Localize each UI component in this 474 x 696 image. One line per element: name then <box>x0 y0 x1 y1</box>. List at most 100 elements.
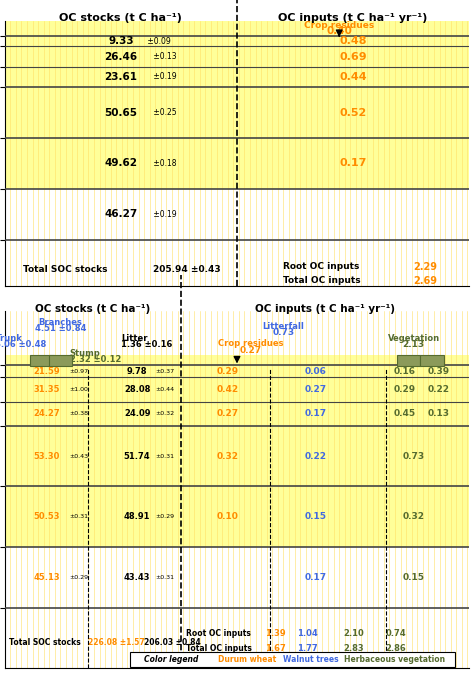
FancyBboxPatch shape <box>397 356 420 366</box>
Text: 2.32 ±0.12: 2.32 ±0.12 <box>70 354 121 363</box>
Text: 0.15: 0.15 <box>305 512 327 521</box>
Text: 50.53: 50.53 <box>33 512 60 521</box>
Text: ±0.29: ±0.29 <box>155 514 175 519</box>
Text: 206.03 ±0.84: 206.03 ±0.84 <box>144 638 201 647</box>
Text: 24.09: 24.09 <box>124 409 150 418</box>
Text: 0.29: 0.29 <box>393 385 415 394</box>
FancyBboxPatch shape <box>49 356 72 366</box>
Text: 2.86: 2.86 <box>386 644 406 653</box>
Text: 9.78: 9.78 <box>127 367 147 376</box>
Text: ±0.37: ±0.37 <box>155 369 175 374</box>
Text: 24.27: 24.27 <box>33 409 60 418</box>
Text: 49.62: 49.62 <box>104 159 137 168</box>
Text: ±0.97: ±0.97 <box>70 369 89 374</box>
Text: 6.06 ±0.48: 6.06 ±0.48 <box>0 340 47 349</box>
Text: ±0.09: ±0.09 <box>145 37 171 46</box>
Text: 28.08: 28.08 <box>124 385 150 394</box>
Text: OC stocks (t C ha⁻¹): OC stocks (t C ha⁻¹) <box>59 13 182 23</box>
Text: ±0.31: ±0.31 <box>155 575 175 580</box>
Text: 205.94 ±0.43: 205.94 ±0.43 <box>154 265 221 274</box>
Text: 0.74: 0.74 <box>386 629 406 638</box>
Text: 0.48: 0.48 <box>339 36 367 46</box>
Text: Color legend: Color legend <box>144 655 199 664</box>
Text: 0.73: 0.73 <box>402 452 425 461</box>
Text: 0.17: 0.17 <box>305 573 327 582</box>
Text: 0.29: 0.29 <box>217 367 239 376</box>
Text: 0.32: 0.32 <box>217 452 239 461</box>
Text: 26.46: 26.46 <box>104 52 137 61</box>
Text: 0.45: 0.45 <box>393 409 415 418</box>
Text: 0.22: 0.22 <box>428 385 450 394</box>
Text: 0.10: 0.10 <box>217 512 238 521</box>
Text: 0.42: 0.42 <box>217 385 239 394</box>
Text: 1.77: 1.77 <box>297 644 318 653</box>
Text: 0.16: 0.16 <box>393 367 415 376</box>
Text: Branches: Branches <box>38 318 82 327</box>
Text: ±0.38: ±0.38 <box>70 411 89 416</box>
Text: Crop residues: Crop residues <box>304 22 374 31</box>
Text: ±0.31: ±0.31 <box>70 514 89 519</box>
Text: 0.52: 0.52 <box>339 108 367 118</box>
FancyBboxPatch shape <box>130 652 456 667</box>
Text: 0.40: 0.40 <box>326 26 352 36</box>
Text: 9.33: 9.33 <box>108 36 134 46</box>
Text: 0.22: 0.22 <box>305 452 327 461</box>
Text: Root OC inputs: Root OC inputs <box>283 262 360 271</box>
Text: Walnut trees: Walnut trees <box>283 655 339 664</box>
Text: 0.13: 0.13 <box>428 409 450 418</box>
Text: 0.15: 0.15 <box>402 573 425 582</box>
Text: 1.36 ±0.16: 1.36 ±0.16 <box>121 340 172 349</box>
Text: 53.30: 53.30 <box>33 452 60 461</box>
Text: 2.69: 2.69 <box>413 276 438 285</box>
FancyBboxPatch shape <box>5 356 469 547</box>
Text: 43.43: 43.43 <box>124 573 150 582</box>
Text: 1.04: 1.04 <box>297 629 318 638</box>
Text: ±0.29: ±0.29 <box>70 575 89 580</box>
Text: 0.39: 0.39 <box>428 367 450 376</box>
Text: 1.39: 1.39 <box>265 629 285 638</box>
Text: Litterfall: Litterfall <box>263 322 304 331</box>
Text: 2.13: 2.13 <box>402 340 425 349</box>
Text: 31.35: 31.35 <box>33 385 60 394</box>
Text: ±0.31: ±0.31 <box>155 454 175 459</box>
Text: ±0.19: ±0.19 <box>151 210 177 219</box>
Text: ±0.43: ±0.43 <box>70 454 89 459</box>
Text: 0.06: 0.06 <box>305 367 327 376</box>
Text: Durum wheat: Durum wheat <box>219 655 277 664</box>
Text: 0.27: 0.27 <box>240 346 262 355</box>
Text: 45.13: 45.13 <box>33 573 60 582</box>
Text: OC inputs (t C ha⁻¹ yr⁻¹): OC inputs (t C ha⁻¹ yr⁻¹) <box>255 304 395 315</box>
Text: 0.17: 0.17 <box>305 409 327 418</box>
Text: 226.08 ±1.57: 226.08 ±1.57 <box>88 638 145 647</box>
Text: 50.65: 50.65 <box>104 108 137 118</box>
Text: 51.74: 51.74 <box>124 452 150 461</box>
Text: Total SOC stocks: Total SOC stocks <box>23 265 108 274</box>
Text: Total OC inputs: Total OC inputs <box>283 276 361 285</box>
Text: 48.91: 48.91 <box>124 512 150 521</box>
Text: ±0.19: ±0.19 <box>151 72 177 81</box>
Text: Vegetation: Vegetation <box>387 334 439 343</box>
Text: 21.59: 21.59 <box>33 367 60 376</box>
Text: Litter: Litter <box>121 334 147 343</box>
Text: 0.17: 0.17 <box>339 159 367 168</box>
Text: 0.44: 0.44 <box>339 72 367 82</box>
Text: 2.83: 2.83 <box>344 644 365 653</box>
Text: 46.27: 46.27 <box>104 209 137 219</box>
Text: 0.32: 0.32 <box>402 512 425 521</box>
Text: 0.27: 0.27 <box>305 385 327 394</box>
Text: ±0.25: ±0.25 <box>151 108 177 117</box>
Text: OC inputs (t C ha⁻¹ yr⁻¹): OC inputs (t C ha⁻¹ yr⁻¹) <box>278 13 428 23</box>
Text: Crop residues: Crop residues <box>218 339 283 348</box>
Text: 0.27: 0.27 <box>217 409 239 418</box>
Text: ±0.18: ±0.18 <box>151 159 176 168</box>
Text: Root OC inputs: Root OC inputs <box>186 629 251 638</box>
Text: 2.10: 2.10 <box>344 629 365 638</box>
Text: 2.29: 2.29 <box>413 262 438 272</box>
Text: 23.61: 23.61 <box>104 72 137 82</box>
Text: OC stocks (t C ha⁻¹): OC stocks (t C ha⁻¹) <box>36 304 151 315</box>
Text: Total OC inputs: Total OC inputs <box>186 644 252 653</box>
Text: Stump: Stump <box>70 349 100 358</box>
Text: Total SOC stocks: Total SOC stocks <box>9 638 81 647</box>
FancyBboxPatch shape <box>30 356 54 366</box>
FancyBboxPatch shape <box>5 21 469 189</box>
